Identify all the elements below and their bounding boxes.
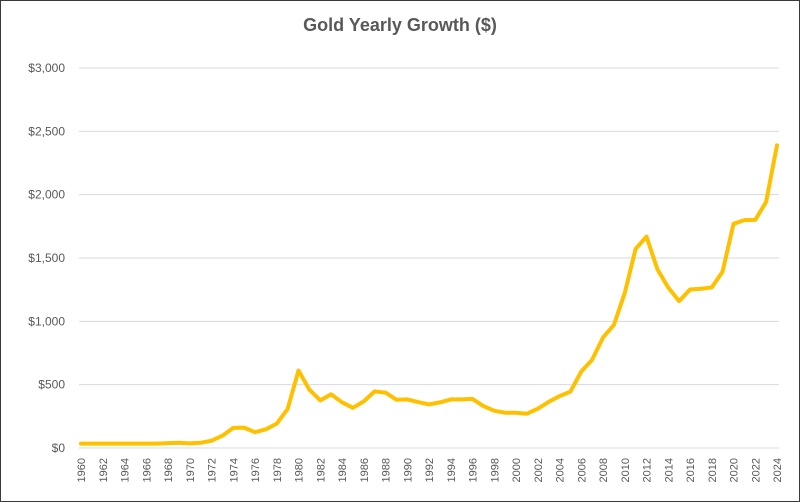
x-tick-label: 1968 bbox=[163, 458, 175, 482]
x-tick-label: 2024 bbox=[772, 458, 784, 482]
x-tick-label: 2018 bbox=[707, 458, 719, 482]
x-tick-label: 2004 bbox=[555, 458, 567, 482]
x-tick-label: 2002 bbox=[533, 458, 545, 482]
x-tick-label: 1996 bbox=[468, 458, 480, 482]
x-tick-label: 2012 bbox=[642, 458, 654, 482]
x-tick-label: 1960 bbox=[76, 458, 88, 482]
y-tick-label: $0 bbox=[52, 441, 66, 455]
chart-title: Gold Yearly Growth ($) bbox=[303, 15, 497, 35]
x-tick-label: 1982 bbox=[315, 458, 327, 482]
x-tick-label: 1986 bbox=[359, 458, 371, 482]
x-tick-label: 2010 bbox=[620, 458, 632, 482]
x-tick-label: 2020 bbox=[729, 458, 741, 482]
x-tick-label: 2000 bbox=[511, 458, 523, 482]
x-tick-label: 2008 bbox=[598, 458, 610, 482]
y-axis-ticks: $0 $500 $1,000 $1,500 $2,000 $2,500 $3,000 bbox=[28, 61, 65, 455]
y-tick-label: $3,000 bbox=[28, 61, 65, 75]
x-tick-label: 1992 bbox=[424, 458, 436, 482]
x-tick-label: 2022 bbox=[750, 458, 762, 482]
y-tick-label: $1,500 bbox=[28, 251, 65, 265]
x-tick-label: 1990 bbox=[402, 458, 414, 482]
x-tick-label: 2016 bbox=[685, 458, 697, 482]
x-tick-label: 1962 bbox=[98, 458, 110, 482]
x-tick-label: 1976 bbox=[250, 458, 262, 482]
x-tick-label: 1984 bbox=[337, 458, 349, 482]
y-tick-label: $2,500 bbox=[28, 124, 65, 138]
x-tick-label: 2014 bbox=[663, 458, 675, 482]
series-line bbox=[79, 143, 779, 446]
x-tick-label: 1994 bbox=[446, 458, 458, 482]
x-tick-label: 1964 bbox=[120, 458, 132, 482]
gridlines bbox=[79, 67, 779, 449]
x-tick-label: 1980 bbox=[294, 458, 306, 482]
x-tick-label: 1966 bbox=[141, 458, 153, 482]
x-tick-label: 1978 bbox=[272, 458, 284, 482]
y-tick-label: $500 bbox=[38, 378, 65, 392]
x-tick-label: 1988 bbox=[381, 458, 393, 482]
x-tick-label: 2006 bbox=[576, 458, 588, 482]
y-tick-label: $1,000 bbox=[28, 314, 65, 328]
x-tick-label: 1998 bbox=[489, 458, 501, 482]
x-tick-label: 1972 bbox=[207, 458, 219, 482]
x-tick-label: 1970 bbox=[185, 458, 197, 482]
series-layer bbox=[79, 143, 779, 446]
x-axis-ticks: 1960 1962 1964 1966 1968 1970 1972 1974 1976 1978… bbox=[76, 458, 784, 482]
y-tick-label: $2,000 bbox=[28, 188, 65, 202]
x-tick-label: 1974 bbox=[228, 458, 240, 482]
